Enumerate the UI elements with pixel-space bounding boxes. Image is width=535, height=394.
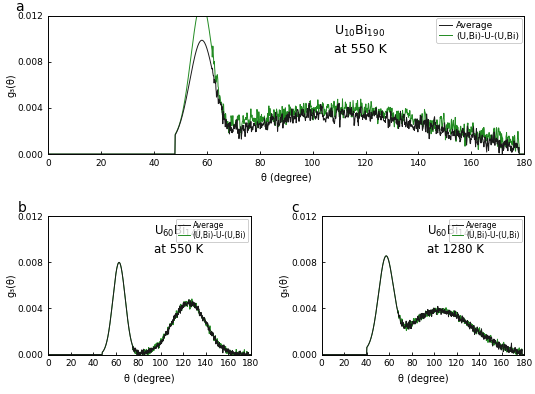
Average xyxy=(362,352,368,357)
(U,Bi)-U-(U,Bi) xyxy=(457,314,463,318)
Average xyxy=(521,352,528,357)
(U,Bi)-U-(U,Bi) xyxy=(128,337,134,342)
(U,Bi)-U-(U,Bi) xyxy=(147,152,153,156)
(U,Bi)-U-(U,Bi) xyxy=(318,352,325,357)
X-axis label: θ (degree): θ (degree) xyxy=(261,173,311,184)
Average xyxy=(370,108,377,113)
X-axis label: θ (degree): θ (degree) xyxy=(124,374,175,384)
(U,Bi)-U-(U,Bi) xyxy=(521,352,528,357)
Average xyxy=(72,152,79,156)
Average xyxy=(184,303,190,308)
Average xyxy=(240,123,246,128)
Average xyxy=(45,152,51,156)
(U,Bi)-U-(U,Bi) xyxy=(116,260,123,265)
(U,Bi)-U-(U,Bi) xyxy=(394,309,401,313)
(U,Bi)-U-(U,Bi) xyxy=(248,352,254,357)
Line: (U,Bi)-U-(U,Bi): (U,Bi)-U-(U,Bi) xyxy=(48,262,251,355)
Average xyxy=(116,260,123,265)
Line: (U,Bi)-U-(U,Bi): (U,Bi)-U-(U,Bi) xyxy=(322,256,524,355)
Average xyxy=(457,318,463,323)
(U,Bi)-U-(U,Bi) xyxy=(330,352,337,357)
Legend: Average, (U,Bi)-U-(U,Bi): Average, (U,Bi)-U-(U,Bi) xyxy=(176,219,248,242)
Average xyxy=(401,326,408,331)
Legend: Average, (U,Bi)-U-(U,Bi): Average, (U,Bi)-U-(U,Bi) xyxy=(436,19,522,43)
(U,Bi)-U-(U,Bi) xyxy=(121,286,127,290)
Text: U$_{60}$Bi$_{140}$
at 1280 K: U$_{60}$Bi$_{140}$ at 1280 K xyxy=(427,223,484,256)
Average xyxy=(57,352,63,357)
Y-axis label: g₃(θ): g₃(θ) xyxy=(6,73,16,97)
(U,Bi)-U-(U,Bi) xyxy=(57,352,63,357)
Average xyxy=(128,337,134,342)
(U,Bi)-U-(U,Bi) xyxy=(72,152,79,156)
Y-axis label: g₃(θ): g₃(θ) xyxy=(280,274,289,297)
(U,Bi)-U-(U,Bi) xyxy=(401,325,408,330)
Text: c: c xyxy=(291,201,299,215)
(U,Bi)-U-(U,Bi) xyxy=(45,152,51,156)
(U,Bi)-U-(U,Bi) xyxy=(362,352,368,357)
(U,Bi)-U-(U,Bi) xyxy=(88,352,95,357)
Average xyxy=(242,134,248,139)
(U,Bi)-U-(U,Bi) xyxy=(223,119,230,123)
Average xyxy=(394,309,401,313)
Y-axis label: g₃(θ): g₃(θ) xyxy=(6,274,16,297)
(U,Bi)-U-(U,Bi) xyxy=(240,119,246,124)
(U,Bi)-U-(U,Bi) xyxy=(45,352,51,357)
Text: a: a xyxy=(15,0,24,14)
Legend: Average, (U,Bi)-U-(U,Bi): Average, (U,Bi)-U-(U,Bi) xyxy=(449,219,522,242)
Text: U$_{60}$Bi$_{140}$
at 550 K: U$_{60}$Bi$_{140}$ at 550 K xyxy=(154,223,203,256)
Average xyxy=(88,352,95,357)
Line: Average: Average xyxy=(322,256,524,355)
Average xyxy=(121,286,127,290)
Text: U$_{10}$Bi$_{190}$
at 550 K: U$_{10}$Bi$_{190}$ at 550 K xyxy=(334,23,387,56)
(U,Bi)-U-(U,Bi) xyxy=(370,107,377,112)
(U,Bi)-U-(U,Bi) xyxy=(198,0,205,4)
Average xyxy=(45,352,51,357)
Line: Average: Average xyxy=(48,40,524,154)
Average xyxy=(198,38,205,43)
Average xyxy=(129,342,135,346)
(U,Bi)-U-(U,Bi) xyxy=(521,152,528,156)
(U,Bi)-U-(U,Bi) xyxy=(383,253,389,258)
Average xyxy=(223,124,230,128)
Average xyxy=(330,352,337,357)
(U,Bi)-U-(U,Bi) xyxy=(184,301,190,305)
X-axis label: θ (degree): θ (degree) xyxy=(398,374,448,384)
Average xyxy=(383,253,389,258)
Average xyxy=(147,152,153,156)
Average xyxy=(402,323,409,328)
Average xyxy=(318,352,325,357)
Line: Average: Average xyxy=(48,262,251,355)
Average xyxy=(521,152,528,156)
(U,Bi)-U-(U,Bi) xyxy=(402,323,409,328)
Text: b: b xyxy=(18,201,27,215)
(U,Bi)-U-(U,Bi) xyxy=(242,117,248,121)
Average xyxy=(248,352,254,357)
(U,Bi)-U-(U,Bi) xyxy=(129,342,135,346)
Line: (U,Bi)-U-(U,Bi): (U,Bi)-U-(U,Bi) xyxy=(48,2,524,154)
